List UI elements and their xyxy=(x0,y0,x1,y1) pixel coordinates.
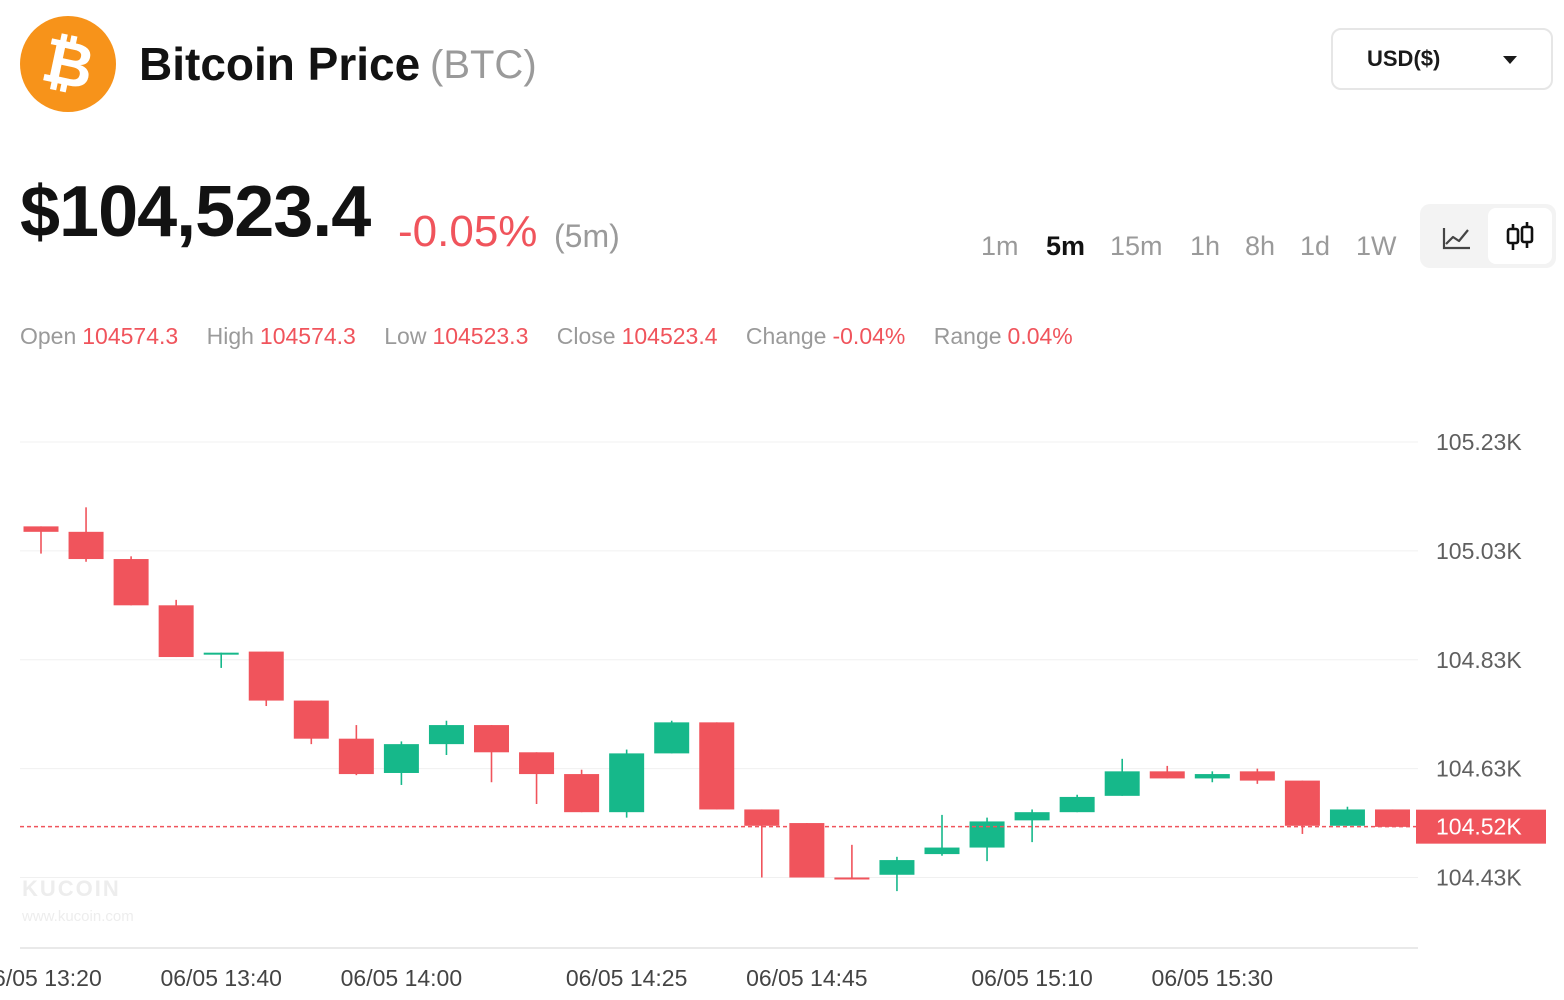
y-tick-label: 104.63K xyxy=(1436,756,1522,782)
candle-body-down xyxy=(338,738,374,775)
candlestick-chart-button[interactable] xyxy=(1488,208,1552,264)
stat-value-close: 104523.4 xyxy=(621,323,718,349)
candle-body-down xyxy=(68,531,104,560)
chart-type-toggle xyxy=(1420,204,1556,268)
x-tick-label: 06/05 14:00 xyxy=(341,965,463,991)
candle-body-down xyxy=(1375,809,1410,827)
stat-label-change: Change xyxy=(745,323,827,349)
candle-body-down xyxy=(1149,771,1185,779)
stat-label-close: Close xyxy=(556,323,616,349)
caret-down-icon xyxy=(1503,56,1517,64)
ohlc-stats: Open 104574.3 High 104574.3 Low 104523.3 Cl… xyxy=(20,320,1095,352)
candle-body-down xyxy=(113,559,149,606)
candle-body-down xyxy=(564,774,600,813)
stat-value-low: 104523.3 xyxy=(432,323,529,349)
candle-body-up xyxy=(1194,774,1230,779)
stat-label-open: Open xyxy=(20,323,77,349)
stat-label-low: Low xyxy=(384,323,427,349)
current-price: $104,523.4 xyxy=(20,172,371,252)
candle-body-down xyxy=(158,605,194,658)
timeframe-1h[interactable]: 1h xyxy=(1190,231,1221,261)
x-tick-label: 06/05 15:10 xyxy=(971,965,1093,991)
timeframe-8h[interactable]: 8h xyxy=(1245,231,1276,261)
stat-value-range: 0.04% xyxy=(1007,323,1073,349)
candle-body-down xyxy=(1239,771,1275,781)
page-title: Bitcoin Price xyxy=(139,38,421,90)
candle-body-up xyxy=(969,821,1005,848)
line-chart-icon xyxy=(1442,228,1470,250)
stat-value-change: -0.04% xyxy=(832,323,906,349)
y-tick-label: 105.03K xyxy=(1436,538,1522,564)
stat-value-high: 104574.3 xyxy=(259,323,356,349)
candlestick-chart-icon xyxy=(1506,222,1534,250)
candle-body-up xyxy=(879,860,915,875)
x-tick-label: 06/05 15:30 xyxy=(1152,965,1274,991)
watermark-url: www.kucoin.com xyxy=(22,908,134,925)
y-tick-label: 104.43K xyxy=(1436,865,1522,891)
candle-body-down xyxy=(744,809,780,826)
x-tick-label: 06/05 13:20 xyxy=(0,965,102,991)
candle-body-down xyxy=(699,722,735,810)
bitcoin-logo-icon: ₿ xyxy=(20,16,116,112)
x-tick-label: 06/05 14:25 xyxy=(566,965,688,991)
timeframe-1d[interactable]: 1d xyxy=(1300,231,1331,261)
candle-body-down xyxy=(789,823,825,878)
x-tick-label: 06/05 13:40 xyxy=(160,965,282,991)
y-tick-label: 104.83K xyxy=(1436,647,1522,673)
candle-body-up xyxy=(1014,812,1050,821)
candle-body-up xyxy=(203,652,239,655)
candle-body-down xyxy=(519,752,555,775)
candle-body-up xyxy=(924,847,960,855)
currency-select-value: USD($) xyxy=(1367,46,1441,71)
candle-body-up xyxy=(1104,771,1140,796)
bitcoin-symbol: ₿ xyxy=(35,22,101,105)
candle-body-up xyxy=(383,744,419,773)
candle-body-up xyxy=(654,722,690,754)
timeframe-1w[interactable]: 1W xyxy=(1356,231,1397,261)
candle-body-down xyxy=(474,725,509,753)
candle-body-down xyxy=(293,700,329,739)
candle-body-down xyxy=(1284,780,1320,826)
stat-label-range: Range xyxy=(933,323,1002,349)
candle-body-up xyxy=(1329,809,1365,826)
watermark-brand: KUCOIN xyxy=(22,876,121,901)
candle-body-down xyxy=(834,877,870,880)
current-price-tag xyxy=(1416,809,1546,844)
y-tick-label: 105.23K xyxy=(1436,429,1522,455)
candle-body-down xyxy=(23,526,59,532)
stat-label-high: High xyxy=(206,323,254,349)
x-tick-label: 06/05 14:45 xyxy=(746,965,868,991)
ticker-symbol: (BTC) xyxy=(430,43,537,87)
timeframe-1m[interactable]: 1m xyxy=(981,231,1019,261)
current-price-label: 104.52K xyxy=(1436,814,1522,840)
stat-value-open: 104574.3 xyxy=(82,323,179,349)
change-period: (5m) xyxy=(554,218,620,254)
candle-body-up xyxy=(1059,796,1095,813)
candlestick-chart: 105.23K 105.03K 104.83K 104.63K 104.43K 104.5… xyxy=(0,429,1546,991)
timeframe-5m[interactable]: 5m xyxy=(1046,231,1086,261)
line-chart-button[interactable] xyxy=(1424,208,1488,264)
candle-body-down xyxy=(248,651,284,701)
candle-body-up xyxy=(609,753,645,813)
price-change-percent: -0.05% xyxy=(398,207,538,256)
timeframe-15m[interactable]: 15m xyxy=(1110,231,1163,261)
candle-body-up xyxy=(428,725,464,745)
currency-select[interactable]: USD($) xyxy=(1331,28,1553,90)
